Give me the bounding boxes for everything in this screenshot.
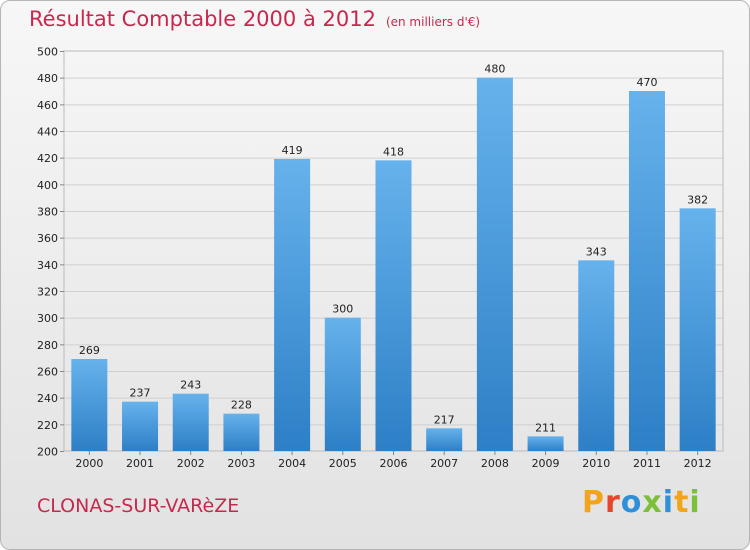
bar-value-label: 382 xyxy=(687,193,708,206)
bar xyxy=(122,401,159,451)
y-tick-label: 460 xyxy=(37,99,58,112)
x-tick-label: 2007 xyxy=(430,457,458,470)
y-tick-label: 280 xyxy=(37,339,58,352)
y-tick-label: 500 xyxy=(37,46,58,59)
bar xyxy=(324,317,361,451)
x-tick-label: 2010 xyxy=(582,457,610,470)
bar-value-label: 269 xyxy=(79,344,100,357)
x-tick-label: 2004 xyxy=(278,457,306,470)
bar xyxy=(578,260,615,451)
x-tick-label: 2000 xyxy=(75,457,103,470)
chart-title-block: Résultat Comptable 2000 à 2012 (en millie… xyxy=(29,7,480,31)
bar xyxy=(172,393,209,451)
bar-value-label: 418 xyxy=(383,145,404,158)
y-tick-label: 200 xyxy=(37,446,58,459)
y-tick-label: 240 xyxy=(37,392,58,405)
bar xyxy=(527,436,564,451)
bar xyxy=(223,413,260,451)
bar-value-label: 228 xyxy=(231,399,252,412)
bar-value-label: 237 xyxy=(130,387,151,400)
x-tick-label: 2001 xyxy=(126,457,154,470)
y-tick-label: 360 xyxy=(37,232,58,245)
brand-letter: i xyxy=(689,485,701,520)
x-tick-label: 2002 xyxy=(177,457,205,470)
bar-value-label: 480 xyxy=(484,63,505,76)
y-tick-label: 340 xyxy=(37,259,58,272)
x-tick-label: 2011 xyxy=(633,457,661,470)
brand-letter: P xyxy=(582,485,605,520)
bar-value-label: 211 xyxy=(535,421,556,434)
x-tick-label: 2006 xyxy=(380,457,408,470)
y-tick-label: 300 xyxy=(37,312,58,325)
bar xyxy=(71,359,108,451)
bar xyxy=(679,208,716,451)
bar-value-label: 243 xyxy=(180,379,201,392)
y-tick-label: 480 xyxy=(37,72,58,85)
proxiti-logo[interactable]: Proxiti xyxy=(582,485,701,520)
bar xyxy=(628,91,665,451)
bar-value-label: 343 xyxy=(586,245,607,258)
city-name: CLONAS-SUR-VARèZE xyxy=(37,495,240,517)
x-tick-label: 2003 xyxy=(227,457,255,470)
brand-letter: i xyxy=(662,485,675,520)
y-tick-label: 440 xyxy=(37,126,58,139)
chart-title: Résultat Comptable 2000 à 2012 xyxy=(29,7,376,31)
bar xyxy=(426,428,463,451)
y-tick-label: 380 xyxy=(37,206,58,219)
bar-value-label: 419 xyxy=(282,144,303,157)
labels: 200 220 240 260 280 300 320 340 360 380 400 420 440 4… xyxy=(37,46,712,471)
y-tick-label: 220 xyxy=(37,419,58,432)
x-tick-label: 2009 xyxy=(532,457,560,470)
chart-subtitle: (en milliers d'€) xyxy=(385,15,481,29)
brand-letter: t xyxy=(674,485,690,520)
bar-value-label: 300 xyxy=(332,303,353,316)
x-tick-label: 2005 xyxy=(329,457,357,470)
bar xyxy=(274,159,311,451)
y-tick-label: 320 xyxy=(37,286,58,299)
x-tick-label: 2008 xyxy=(481,457,509,470)
y-tick-label: 420 xyxy=(37,152,58,165)
bars xyxy=(71,77,716,452)
brand-letter: x xyxy=(642,485,663,520)
bar-value-label: 470 xyxy=(636,76,657,89)
brand-letter: r xyxy=(605,485,621,520)
bar xyxy=(375,160,412,452)
bar xyxy=(476,77,513,452)
y-tick-label: 260 xyxy=(37,366,58,379)
bar-value-label: 217 xyxy=(434,413,455,426)
y-tick-label: 400 xyxy=(37,179,58,192)
brand-letter: o xyxy=(620,485,643,520)
x-tick-label: 2012 xyxy=(684,457,712,470)
